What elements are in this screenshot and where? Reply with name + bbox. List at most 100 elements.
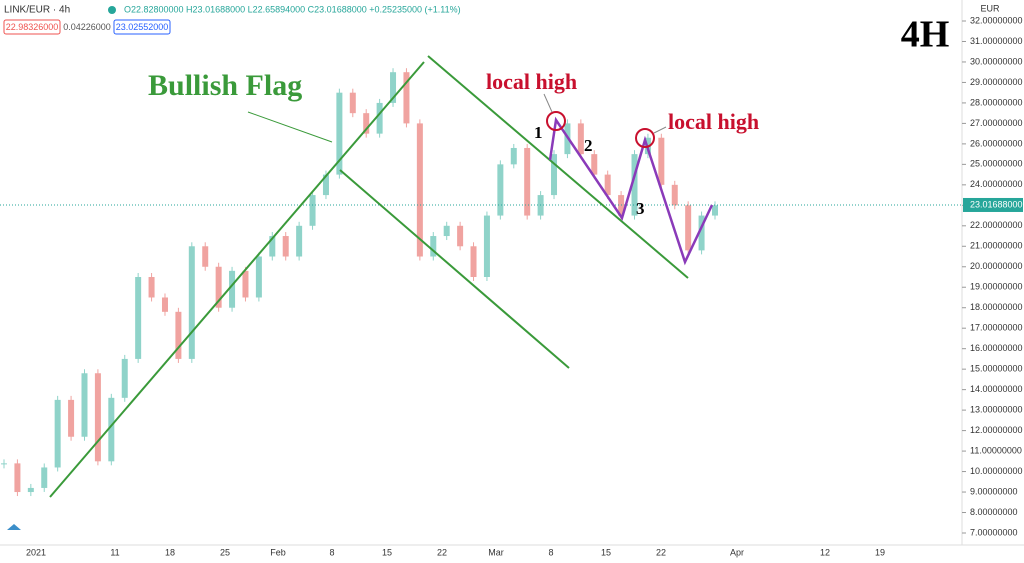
candle (296, 225, 303, 257)
price-tick-label: 12.00000000 (970, 425, 1023, 435)
candle (188, 246, 195, 359)
candle (81, 373, 88, 437)
pointer (247, 111, 333, 143)
candle (68, 399, 75, 437)
candle (510, 147, 517, 165)
time-tick-label: 15 (601, 547, 611, 557)
symbol: LINK/EUR · 4h (4, 5, 70, 16)
price-tick-label: 14.00000000 (970, 384, 1023, 394)
candle (685, 205, 692, 251)
timeframe: 4H (901, 14, 950, 56)
candle (470, 246, 477, 277)
candle (94, 373, 101, 462)
price-tick-label: 32.00000000 (970, 15, 1023, 25)
candle (363, 113, 370, 134)
price-tick-label: 28.00000000 (970, 97, 1023, 107)
candle (282, 236, 289, 257)
candle (390, 72, 397, 103)
price-tick-label: 9.00000000 (970, 486, 1018, 496)
time-tick-label: 25 (220, 547, 230, 557)
candle (524, 147, 531, 216)
candle (631, 154, 638, 216)
candle (322, 174, 329, 196)
high-label: local high (486, 69, 577, 94)
price-tick-label: 16.00000000 (970, 343, 1023, 353)
candle (41, 467, 48, 488)
candle (108, 397, 115, 462)
candle (175, 311, 182, 359)
zigzag (548, 116, 714, 266)
candle (712, 205, 718, 216)
candle (698, 215, 705, 251)
candle (497, 164, 504, 216)
candle (215, 266, 222, 308)
candle (403, 72, 410, 124)
candle (591, 154, 598, 175)
bid: 22.98326000 (6, 22, 59, 32)
price-tick-label: 18.00000000 (970, 302, 1023, 312)
price-tick-label: 22.00000000 (970, 220, 1023, 230)
ask-box[interactable] (113, 19, 171, 35)
candle (229, 270, 236, 308)
price-tick-label: 27.00000000 (970, 118, 1023, 128)
pointer (543, 93, 553, 113)
trend-line (49, 61, 425, 498)
wave-label: 2 (584, 136, 593, 155)
price-tick-label: 21.00000000 (970, 241, 1023, 251)
candle (121, 358, 128, 398)
candle (242, 270, 249, 298)
status-dot (108, 6, 116, 14)
price-tick-label: 19.00000000 (970, 282, 1023, 292)
price-tick-label: 15.00000000 (970, 364, 1023, 374)
time-tick-label: Feb (270, 547, 286, 557)
last-price-box (963, 197, 1023, 212)
bid-box[interactable] (3, 19, 61, 35)
price-tick-label: 29.00000000 (970, 77, 1023, 87)
annotations: Bullish Flag local high local high 1 2 3 (49, 55, 759, 498)
currency: EUR (980, 3, 1000, 13)
time-tick-label: 2021 (26, 547, 46, 557)
price-tick-label: 31.00000000 (970, 36, 1023, 46)
candle (202, 246, 209, 267)
spread: 0.04226000 (63, 22, 111, 32)
price-tick-label: 30.00000000 (970, 56, 1023, 66)
time-tick-label: 12 (820, 547, 830, 557)
time-tick-label: 15 (382, 547, 392, 557)
candle (577, 123, 584, 155)
time-tick-label: Mar (488, 547, 504, 557)
candle (658, 137, 665, 185)
candle (376, 102, 383, 134)
price-tick-label: 10.00000000 (970, 466, 1023, 476)
candle (1, 463, 7, 465)
time-tick-label: 8 (329, 547, 334, 557)
high-label: local high (668, 109, 759, 134)
time-tick-label: 19 (875, 547, 885, 557)
time-tick-label: 8 (548, 547, 553, 557)
candle (14, 463, 21, 493)
candle (349, 92, 356, 114)
time-tick-label: 11 (110, 547, 119, 557)
price-tick-label: 20.00000000 (970, 261, 1023, 271)
price-tick-label: 13.00000000 (970, 404, 1023, 414)
high-marker (546, 111, 566, 131)
pattern-label: Bullish Flag (148, 69, 302, 102)
wave-label: 3 (636, 199, 645, 218)
price-tick-label: 7.00000000 (970, 527, 1018, 537)
candle (54, 399, 61, 468)
price-tick-label: 26.00000000 (970, 138, 1023, 148)
candle (430, 236, 437, 257)
candle (483, 215, 490, 277)
candle (336, 92, 343, 175)
candle (443, 225, 450, 237)
candle (457, 225, 464, 247)
time-tick-label: 22 (437, 547, 447, 557)
candle (551, 154, 558, 196)
trend-line (339, 169, 570, 369)
candle (161, 297, 168, 312)
price-tick-label: 25.00000000 (970, 159, 1023, 169)
pointer (653, 126, 667, 134)
price-tick-label: 24.00000000 (970, 179, 1023, 189)
logo[interactable] (7, 524, 21, 530)
